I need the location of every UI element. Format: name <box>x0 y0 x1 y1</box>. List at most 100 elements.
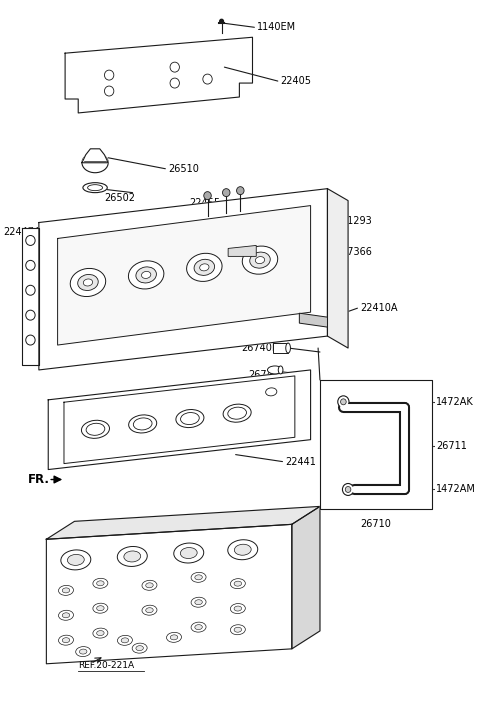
Ellipse shape <box>133 418 152 430</box>
Ellipse shape <box>121 638 129 643</box>
Polygon shape <box>47 524 292 664</box>
Ellipse shape <box>146 608 153 613</box>
Ellipse shape <box>59 611 73 621</box>
Ellipse shape <box>286 343 290 353</box>
Ellipse shape <box>87 185 103 191</box>
Ellipse shape <box>191 597 206 607</box>
Text: FR.: FR. <box>28 473 49 486</box>
Text: 26510: 26510 <box>168 164 199 174</box>
Ellipse shape <box>96 581 104 586</box>
Ellipse shape <box>191 572 206 582</box>
Ellipse shape <box>265 388 277 396</box>
Ellipse shape <box>278 366 283 374</box>
Circle shape <box>203 74 212 84</box>
Ellipse shape <box>96 630 104 635</box>
Ellipse shape <box>200 264 209 271</box>
Ellipse shape <box>170 635 178 640</box>
Text: 26740: 26740 <box>248 370 279 380</box>
Ellipse shape <box>174 543 204 563</box>
Ellipse shape <box>194 259 215 275</box>
Text: 22447A: 22447A <box>3 227 41 237</box>
Circle shape <box>105 86 114 96</box>
Text: 22410A: 22410A <box>360 303 398 313</box>
Polygon shape <box>273 343 288 353</box>
Ellipse shape <box>228 407 246 419</box>
Ellipse shape <box>142 605 157 615</box>
Circle shape <box>26 236 35 246</box>
Text: 1472AK: 1472AK <box>436 397 474 407</box>
Ellipse shape <box>84 279 93 286</box>
Text: 1472AM: 1472AM <box>436 484 476 494</box>
Ellipse shape <box>78 275 98 290</box>
Ellipse shape <box>267 366 283 374</box>
Ellipse shape <box>180 547 197 559</box>
Ellipse shape <box>146 583 153 588</box>
Ellipse shape <box>230 604 245 613</box>
Polygon shape <box>320 380 432 509</box>
Ellipse shape <box>80 649 87 654</box>
Circle shape <box>338 396 349 408</box>
Text: 26711: 26711 <box>436 441 467 451</box>
Ellipse shape <box>62 613 70 618</box>
Polygon shape <box>82 149 108 163</box>
Ellipse shape <box>76 647 91 657</box>
Ellipse shape <box>96 606 104 611</box>
Ellipse shape <box>187 253 222 281</box>
Ellipse shape <box>234 606 241 611</box>
Circle shape <box>223 189 230 197</box>
Ellipse shape <box>129 415 156 433</box>
Text: 1140EM: 1140EM <box>257 22 296 32</box>
Text: 26502: 26502 <box>105 192 135 202</box>
Ellipse shape <box>82 153 108 173</box>
Ellipse shape <box>59 635 73 645</box>
Polygon shape <box>228 246 256 256</box>
Ellipse shape <box>67 555 84 565</box>
Ellipse shape <box>142 271 151 278</box>
Ellipse shape <box>136 267 156 283</box>
Polygon shape <box>58 206 311 345</box>
Ellipse shape <box>59 585 73 596</box>
Polygon shape <box>47 506 320 540</box>
Circle shape <box>220 19 224 23</box>
Ellipse shape <box>136 645 144 650</box>
Polygon shape <box>327 189 348 348</box>
Ellipse shape <box>132 643 147 653</box>
Text: 26710: 26710 <box>361 519 392 530</box>
Polygon shape <box>22 227 39 365</box>
Circle shape <box>237 187 244 195</box>
Circle shape <box>342 484 354 496</box>
Polygon shape <box>292 506 320 649</box>
Ellipse shape <box>62 588 70 593</box>
Ellipse shape <box>230 625 245 635</box>
Text: 11293: 11293 <box>341 216 372 226</box>
Ellipse shape <box>223 404 251 422</box>
Ellipse shape <box>93 604 108 613</box>
Ellipse shape <box>124 551 141 562</box>
Ellipse shape <box>62 638 70 643</box>
Ellipse shape <box>142 580 157 590</box>
Ellipse shape <box>167 633 181 643</box>
Ellipse shape <box>176 410 204 427</box>
Ellipse shape <box>242 246 278 274</box>
Circle shape <box>170 62 180 72</box>
Circle shape <box>26 285 35 295</box>
Circle shape <box>204 192 211 200</box>
Circle shape <box>105 70 114 80</box>
Ellipse shape <box>129 261 164 289</box>
Text: 27366: 27366 <box>341 247 372 258</box>
Ellipse shape <box>195 575 202 580</box>
Polygon shape <box>64 376 295 464</box>
Text: 22455: 22455 <box>189 197 220 207</box>
Text: 26740B: 26740B <box>241 343 279 353</box>
Text: REF.20-221A: REF.20-221A <box>78 661 134 670</box>
Ellipse shape <box>93 579 108 589</box>
Polygon shape <box>39 189 327 370</box>
Ellipse shape <box>83 182 107 192</box>
Text: 22441: 22441 <box>285 457 316 466</box>
Ellipse shape <box>195 600 202 605</box>
Ellipse shape <box>70 268 106 297</box>
Ellipse shape <box>234 545 251 555</box>
Ellipse shape <box>118 635 132 645</box>
Ellipse shape <box>191 622 206 632</box>
Ellipse shape <box>180 413 199 425</box>
